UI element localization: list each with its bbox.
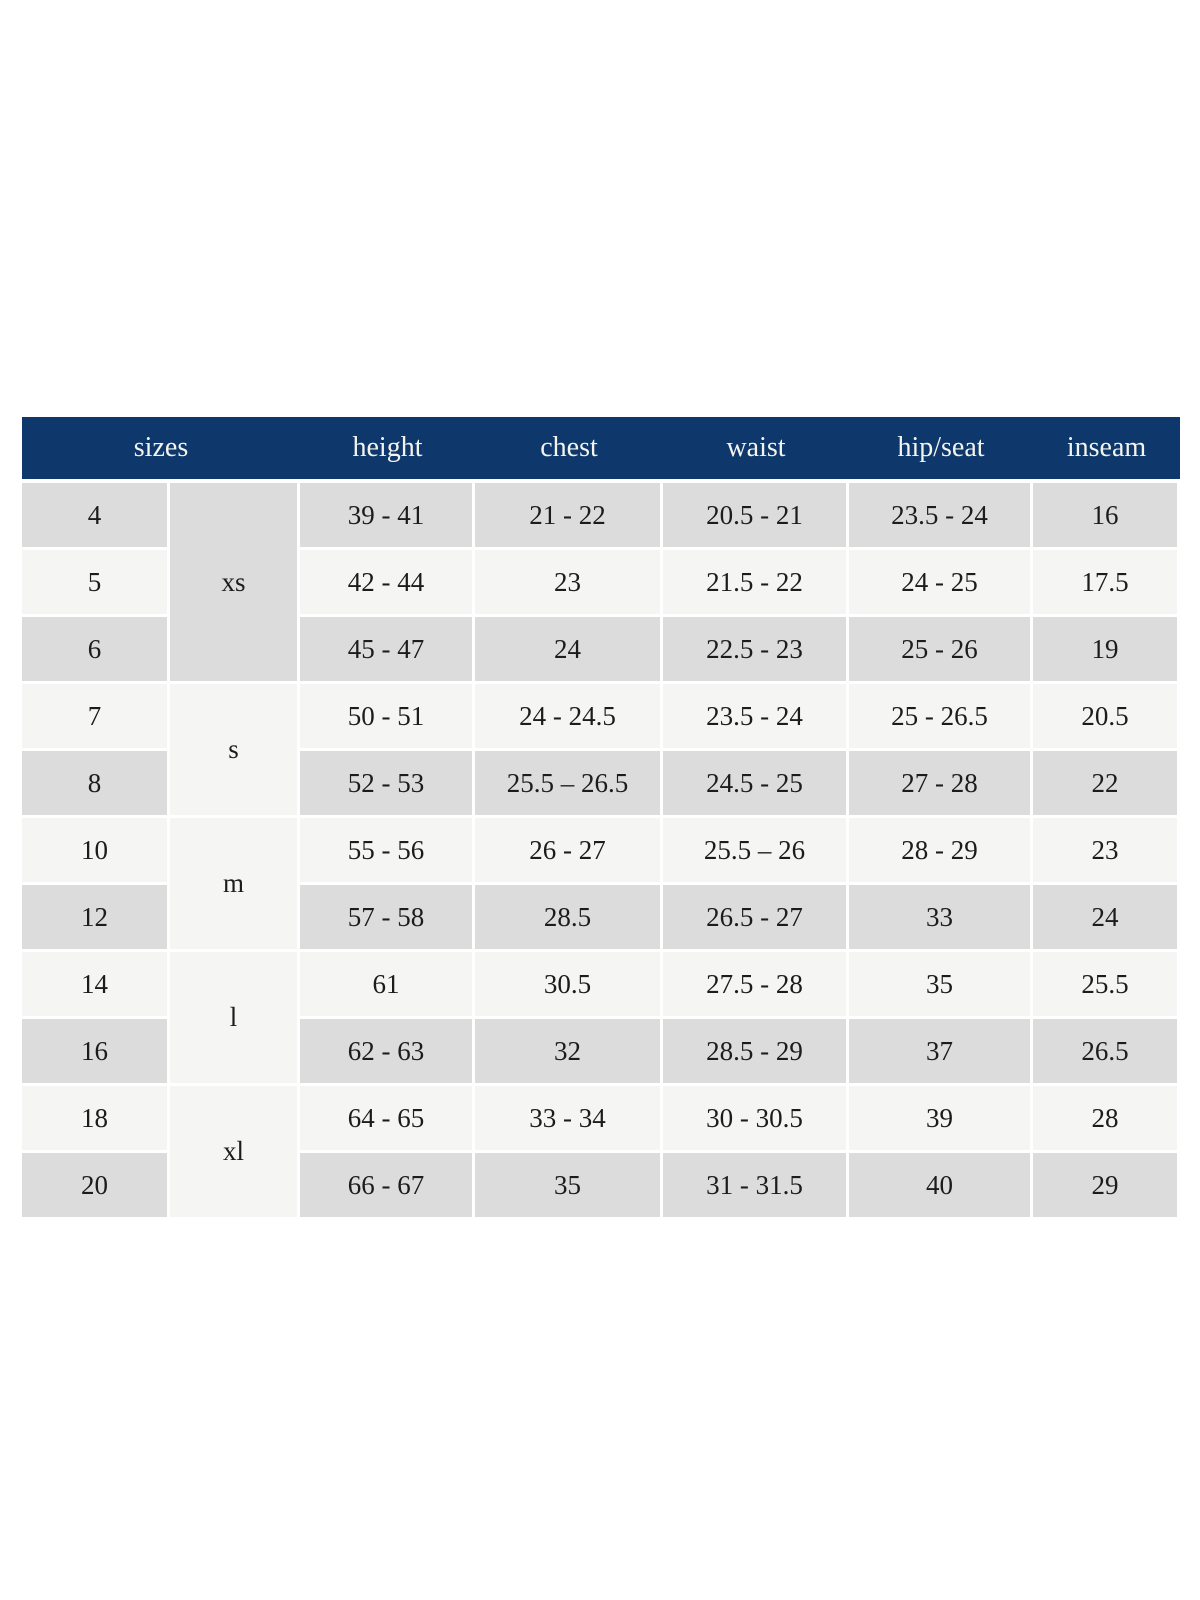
cell-inseam: 22 xyxy=(1033,751,1180,818)
table-row-size-16: 16 62 - 63 32 28.5 - 29 37 26.5 xyxy=(22,1019,1180,1086)
cell-hip-seat: 25 - 26 xyxy=(849,617,1033,684)
header-cell-chest: chest xyxy=(475,417,663,483)
cell-height: 42 - 44 xyxy=(300,550,475,617)
cell-height: 61 xyxy=(300,952,475,1019)
cell-height: 57 - 58 xyxy=(300,885,475,952)
cell-size: 14 xyxy=(22,952,170,1019)
table-row-size-18: 18 xl 64 - 65 33 - 34 30 - 30.5 39 28 xyxy=(22,1086,1180,1220)
cell-size: 7 xyxy=(22,684,170,751)
cell-height: 64 - 65 xyxy=(300,1086,475,1153)
cell-chest: 35 xyxy=(475,1153,663,1220)
cell-hip-seat: 40 xyxy=(849,1153,1033,1220)
cell-height: 50 - 51 xyxy=(300,684,475,751)
cell-chest: 30.5 xyxy=(475,952,663,1019)
cell-height: 66 - 67 xyxy=(300,1153,475,1220)
group-cell-s: s xyxy=(170,684,300,818)
cell-height: 39 - 41 xyxy=(300,483,475,550)
cell-waist: 26.5 - 27 xyxy=(663,885,849,952)
cell-waist: 24.5 - 25 xyxy=(663,751,849,818)
header-cell-inseam: inseam xyxy=(1033,417,1180,483)
cell-chest: 32 xyxy=(475,1019,663,1086)
cell-chest: 25.5 – 26.5 xyxy=(475,751,663,818)
cell-inseam: 26.5 xyxy=(1033,1019,1180,1086)
table-row-size-20: 20 66 - 67 35 31 - 31.5 40 29 xyxy=(22,1153,1180,1220)
group-cell-xs: xs xyxy=(170,483,300,684)
table-row-size-7: 7 s 50 - 51 24 - 24.5 23.5 - 24 25 - 26.… xyxy=(22,684,1180,818)
cell-inseam: 19 xyxy=(1033,617,1180,684)
cell-size: 20 xyxy=(22,1153,170,1220)
table-row-size-12: 12 57 - 58 28.5 26.5 - 27 33 24 xyxy=(22,885,1180,952)
header-cell-hip-seat: hip/seat xyxy=(849,417,1033,483)
cell-size: 4 xyxy=(22,483,170,550)
cell-size: 10 xyxy=(22,818,170,885)
cell-inseam: 29 xyxy=(1033,1153,1180,1220)
cell-waist: 25.5 – 26 xyxy=(663,818,849,885)
cell-hip-seat: 25 - 26.5 xyxy=(849,684,1033,751)
size-chart: sizes height chest waist hip/seat inseam… xyxy=(22,417,1180,1220)
cell-height: 62 - 63 xyxy=(300,1019,475,1086)
cell-inseam: 23 xyxy=(1033,818,1180,885)
header-row: sizes height chest waist hip/seat inseam xyxy=(22,417,1180,483)
cell-hip-seat: 24 - 25 xyxy=(849,550,1033,617)
cell-height: 45 - 47 xyxy=(300,617,475,684)
table-row-size-6: 6 45 - 47 24 22.5 - 23 25 - 26 19 xyxy=(22,617,1180,684)
size-chart-table: sizes height chest waist hip/seat inseam… xyxy=(22,417,1180,1220)
group-cell-l: l xyxy=(170,952,300,1086)
cell-size: 18 xyxy=(22,1086,170,1153)
cell-chest: 26 - 27 xyxy=(475,818,663,885)
cell-waist: 31 - 31.5 xyxy=(663,1153,849,1220)
cell-hip-seat: 33 xyxy=(849,885,1033,952)
cell-waist: 22.5 - 23 xyxy=(663,617,849,684)
table-row-size-5: 5 42 - 44 23 21.5 - 22 24 - 25 17.5 xyxy=(22,550,1180,617)
table-row-size-14: 14 l 61 30.5 27.5 - 28 35 25.5 xyxy=(22,952,1180,1086)
cell-inseam: 17.5 xyxy=(1033,550,1180,617)
cell-waist: 23.5 - 24 xyxy=(663,684,849,751)
table-row-size-8: 8 52 - 53 25.5 – 26.5 24.5 - 25 27 - 28 … xyxy=(22,751,1180,818)
cell-waist: 28.5 - 29 xyxy=(663,1019,849,1086)
cell-waist: 30 - 30.5 xyxy=(663,1086,849,1153)
cell-size: 5 xyxy=(22,550,170,617)
header-cell-waist: waist xyxy=(663,417,849,483)
cell-inseam: 24 xyxy=(1033,885,1180,952)
cell-chest: 23 xyxy=(475,550,663,617)
cell-chest: 28.5 xyxy=(475,885,663,952)
cell-chest: 24 xyxy=(475,617,663,684)
cell-hip-seat: 28 - 29 xyxy=(849,818,1033,885)
cell-chest: 33 - 34 xyxy=(475,1086,663,1153)
cell-inseam: 25.5 xyxy=(1033,952,1180,1019)
cell-chest: 24 - 24.5 xyxy=(475,684,663,751)
cell-size: 12 xyxy=(22,885,170,952)
header-cell-height: height xyxy=(300,417,475,483)
cell-size: 6 xyxy=(22,617,170,684)
header-cell-sizes: sizes xyxy=(22,417,300,483)
cell-inseam: 16 xyxy=(1033,483,1180,550)
group-cell-m: m xyxy=(170,818,300,952)
cell-height: 55 - 56 xyxy=(300,818,475,885)
table-row-size-10: 10 m 55 - 56 26 - 27 25.5 – 26 28 - 29 2… xyxy=(22,818,1180,952)
cell-waist: 20.5 - 21 xyxy=(663,483,849,550)
cell-hip-seat: 37 xyxy=(849,1019,1033,1086)
cell-chest: 21 - 22 xyxy=(475,483,663,550)
cell-waist: 27.5 - 28 xyxy=(663,952,849,1019)
cell-inseam: 28 xyxy=(1033,1086,1180,1153)
table-row-size-4: 4 xs 39 - 41 21 - 22 20.5 - 21 23.5 - 24… xyxy=(22,483,1180,684)
cell-hip-seat: 27 - 28 xyxy=(849,751,1033,818)
cell-height: 52 - 53 xyxy=(300,751,475,818)
group-cell-xl: xl xyxy=(170,1086,300,1220)
cell-inseam: 20.5 xyxy=(1033,684,1180,751)
cell-hip-seat: 23.5 - 24 xyxy=(849,483,1033,550)
cell-hip-seat: 39 xyxy=(849,1086,1033,1153)
cell-size: 16 xyxy=(22,1019,170,1086)
cell-waist: 21.5 - 22 xyxy=(663,550,849,617)
cell-hip-seat: 35 xyxy=(849,952,1033,1019)
cell-size: 8 xyxy=(22,751,170,818)
